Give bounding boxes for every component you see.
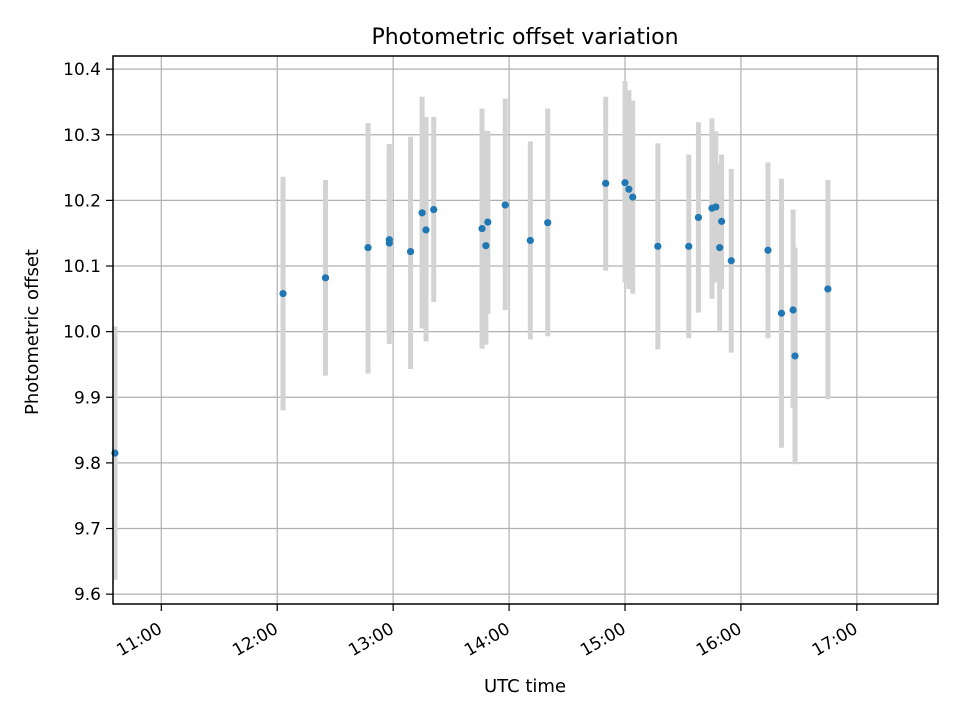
x-tick-label: 14:00 xyxy=(461,619,513,661)
data-point xyxy=(791,352,799,360)
data-point xyxy=(685,242,693,250)
data-point xyxy=(385,236,393,244)
y-tick-label: 9.8 xyxy=(74,454,101,474)
data-point xyxy=(727,257,735,265)
y-axis: 9.6 9.7 9.8 9.9 10.0 10.1 10.2 10.3 10.4 xyxy=(63,60,113,605)
data-point xyxy=(824,285,832,293)
data-point xyxy=(694,213,703,222)
plot-frame xyxy=(112,55,939,605)
data-point xyxy=(478,225,486,233)
x-tick-label: 13:00 xyxy=(345,619,397,661)
data-point xyxy=(718,217,726,225)
data-point xyxy=(526,236,534,245)
y-tick-label: 9.7 xyxy=(74,520,101,540)
data-point xyxy=(321,274,330,282)
x-tick-label: 11:00 xyxy=(113,619,165,661)
data-point xyxy=(482,242,490,250)
data-point xyxy=(621,179,629,187)
y-tick-label: 9.6 xyxy=(74,585,101,605)
error-bars xyxy=(112,80,831,580)
data-point xyxy=(716,244,724,252)
data-point xyxy=(406,247,415,256)
y-tick-label: 10.4 xyxy=(63,60,101,80)
data-points xyxy=(111,179,832,457)
data-point xyxy=(789,306,797,314)
x-tick-label: 16:00 xyxy=(693,619,745,661)
y-tick-label: 10.0 xyxy=(63,323,101,343)
x-tick-label: 15:00 xyxy=(577,619,629,661)
data-point xyxy=(430,205,438,214)
data-point xyxy=(764,246,772,254)
data-point xyxy=(422,226,430,234)
y-tick-label: 10.1 xyxy=(63,257,101,277)
x-tick-label: 17:00 xyxy=(809,619,861,661)
data-point xyxy=(544,219,552,227)
data-point xyxy=(418,209,426,217)
data-point xyxy=(629,193,637,201)
x-tick-label: 12:00 xyxy=(229,619,281,661)
data-point xyxy=(364,244,372,252)
x-axis: 11:00 12:00 13:00 14:00 15:00 16:00 17:00 xyxy=(113,604,861,661)
data-point xyxy=(501,201,509,209)
data-point xyxy=(602,179,610,187)
x-axis-label: UTC time xyxy=(484,676,566,697)
data-point xyxy=(712,203,720,211)
grid xyxy=(113,56,938,604)
chart-title: Photometric offset variation xyxy=(371,25,678,50)
y-axis-label: Photometric offset xyxy=(22,249,43,415)
y-tick-label: 9.9 xyxy=(74,388,101,408)
data-point xyxy=(279,289,287,298)
data-point xyxy=(625,185,633,193)
data-point xyxy=(654,242,662,250)
data-point xyxy=(777,309,786,317)
y-tick-label: 10.3 xyxy=(63,126,101,146)
data-point xyxy=(484,218,492,226)
y-tick-label: 10.2 xyxy=(63,191,101,211)
